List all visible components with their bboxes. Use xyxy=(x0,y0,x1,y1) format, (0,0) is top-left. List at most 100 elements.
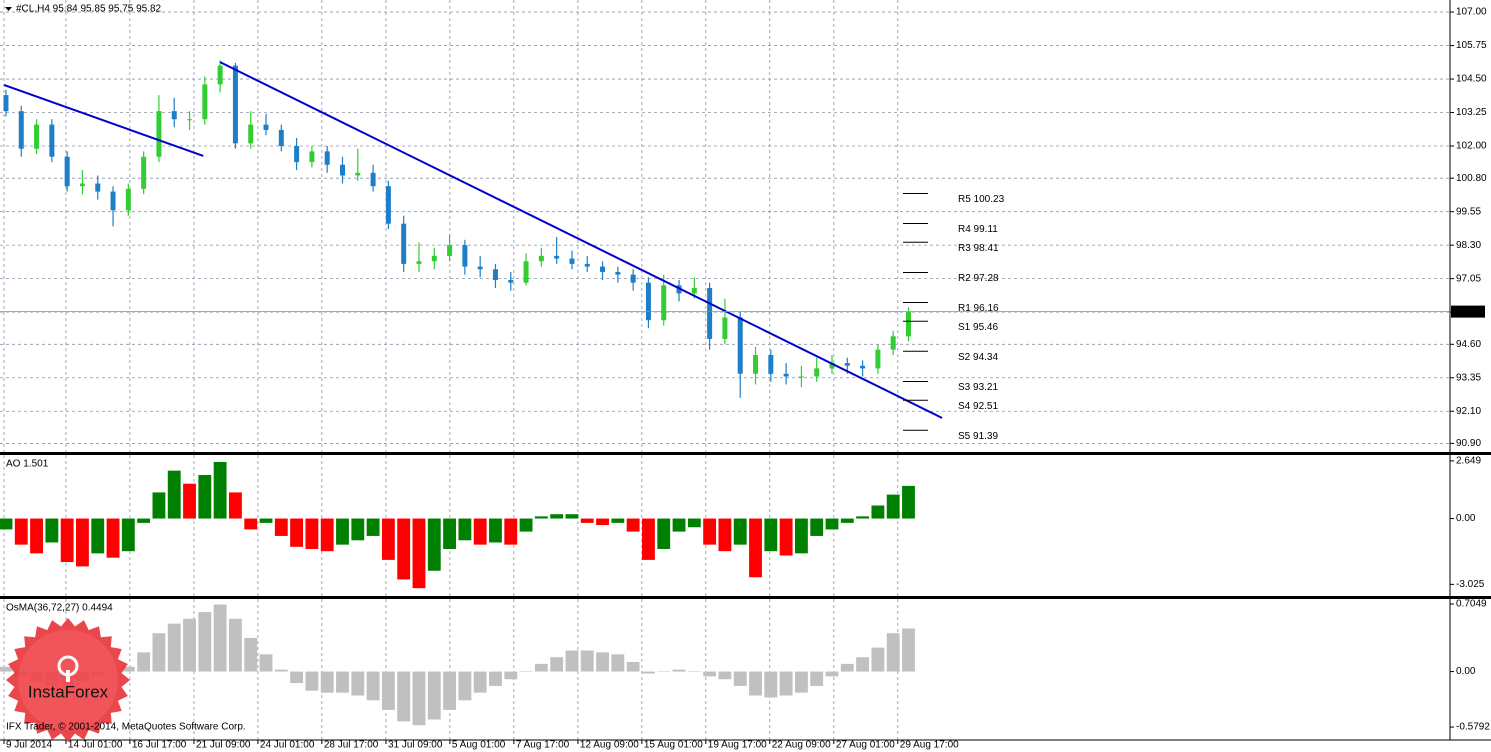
histogram-bar xyxy=(489,518,502,543)
histogram-bar xyxy=(779,671,793,696)
pivot-label: S2 94.34 xyxy=(958,352,998,363)
histogram-bar xyxy=(259,654,273,672)
histogram-bar xyxy=(534,663,548,672)
candle-body xyxy=(645,282,651,321)
candle-body xyxy=(385,186,391,224)
panel-separator xyxy=(0,596,1491,599)
x-tick-label: 14 Jul 01:00 xyxy=(68,740,123,751)
histogram-bar xyxy=(458,671,472,701)
histogram-bar xyxy=(810,518,824,536)
candle-body xyxy=(294,146,300,163)
histogram-bar xyxy=(840,663,854,672)
histogram-bar xyxy=(427,671,441,720)
x-tick-label: 19 Aug 17:00 xyxy=(708,740,767,751)
histogram-bar xyxy=(198,475,212,519)
histogram-bar xyxy=(305,518,319,549)
histogram-bar xyxy=(305,671,319,691)
histogram-bar xyxy=(611,518,625,523)
x-tick-label: 5 Aug 01:00 xyxy=(452,740,506,751)
histogram-bar xyxy=(274,669,288,672)
menu-triangle xyxy=(5,7,12,11)
logo: InstaForex xyxy=(6,618,130,742)
price-box xyxy=(1451,305,1485,318)
candle-body xyxy=(753,355,759,374)
y-tick-label: 0.7049 xyxy=(1456,599,1487,610)
histogram-bar xyxy=(473,518,487,545)
panel-title: #CL,H4 95.84 95.85 95.75 95.82 xyxy=(16,4,162,15)
histogram-bar xyxy=(183,483,196,519)
histogram-bar xyxy=(137,652,151,672)
y-tick-label: 93.35 xyxy=(1456,372,1481,383)
histogram-bar xyxy=(856,657,870,672)
trendline xyxy=(219,61,943,419)
histogram-bar xyxy=(703,518,717,545)
candle-body xyxy=(416,261,422,264)
candle-body xyxy=(890,336,896,350)
histogram-bar xyxy=(764,671,778,698)
histogram-bar xyxy=(718,518,732,552)
histogram-bar xyxy=(473,671,487,693)
labels: 9 Jul 2014 14 Jul 01:00 16 Jul 17:00 21 Jul… xyxy=(3,4,1490,751)
pivot-label: R4 99.11 xyxy=(958,224,998,235)
candle-body xyxy=(523,261,529,283)
histogram-bar xyxy=(626,661,640,672)
candle-body xyxy=(462,245,468,267)
histogram-bar xyxy=(320,518,334,552)
pivot-label: R5 100.23 xyxy=(958,194,1005,205)
x-tick-label: 29 Aug 17:00 xyxy=(900,740,959,751)
histogram-bar xyxy=(825,671,839,677)
candle-body xyxy=(324,151,330,165)
histogram-bar xyxy=(733,518,747,545)
histogram-bar xyxy=(565,650,579,672)
histogram-bar xyxy=(351,671,365,696)
histogram-bar xyxy=(443,518,457,549)
histogram-bar xyxy=(228,618,242,672)
histogram-bar xyxy=(412,671,426,726)
histogram-bar xyxy=(244,518,258,530)
histogram-bar xyxy=(320,671,334,693)
histogram-bar xyxy=(642,518,655,560)
trendline xyxy=(3,83,204,157)
histogram-bar xyxy=(427,518,441,571)
histogram-bar xyxy=(519,518,533,532)
y-tick-label: 99.55 xyxy=(1456,206,1481,217)
candle-body xyxy=(538,255,544,262)
histogram-bar xyxy=(534,516,548,519)
candle-body xyxy=(829,363,835,369)
histogram-bar xyxy=(443,671,457,710)
candle-body xyxy=(691,288,697,294)
candle-body xyxy=(492,269,498,280)
histogram-bar xyxy=(550,514,564,519)
histogram-bar xyxy=(810,671,824,686)
histogram-bar xyxy=(244,638,258,672)
y-tick-label: 0.00 xyxy=(1456,513,1476,524)
candle-body xyxy=(798,376,804,378)
y-tick-label: 107.00 xyxy=(1456,7,1487,18)
logo-icon-stem xyxy=(66,670,70,682)
candle-body xyxy=(615,271,621,275)
histogram-bar xyxy=(152,633,166,672)
histogram-bar xyxy=(871,505,885,519)
candle-body xyxy=(844,363,850,366)
candle-body xyxy=(95,183,101,192)
histogram-bar xyxy=(504,518,518,545)
histogram-bar xyxy=(397,671,411,722)
candle-body xyxy=(630,274,636,283)
candle-body xyxy=(34,124,40,149)
histogram-bar xyxy=(550,657,564,672)
x-tick-label: 21 Jul 09:00 xyxy=(196,740,251,751)
y-tick-label: 104.50 xyxy=(1456,74,1487,85)
histogram-bar xyxy=(412,518,426,589)
y-tick-label: 2.649 xyxy=(1456,456,1481,467)
histogram-bar xyxy=(336,671,349,693)
histogram-bar xyxy=(121,666,135,672)
x-tick-label: 24 Jul 01:00 xyxy=(260,740,315,751)
histogram-bar xyxy=(0,518,13,530)
histogram-bar xyxy=(121,518,135,552)
candle-body xyxy=(278,129,284,147)
pivot-label: S3 93.21 xyxy=(958,382,998,393)
candle-body xyxy=(401,223,407,264)
histogram-bar xyxy=(366,518,380,536)
pivot-label: R3 98.41 xyxy=(958,243,999,254)
